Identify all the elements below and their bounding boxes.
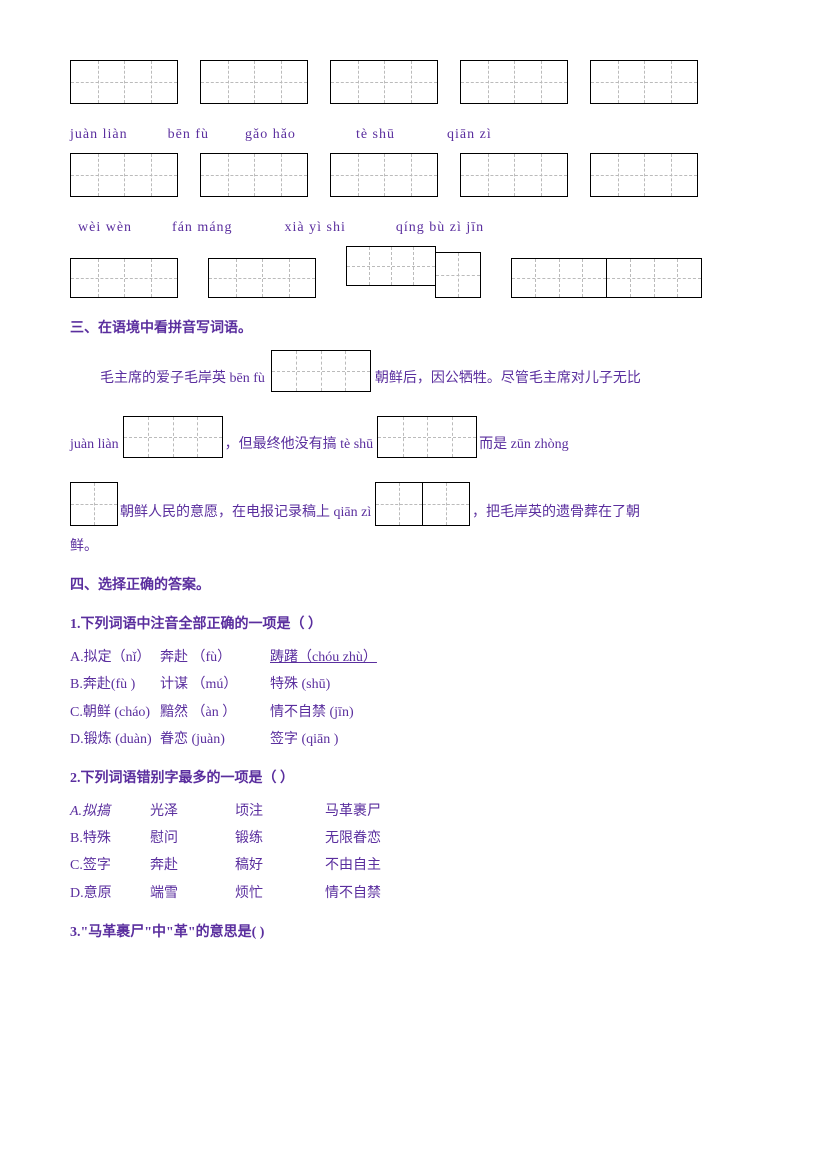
opt-cell: B.特殊 <box>70 826 150 851</box>
opt-cell: 黯然 （àn ） <box>160 700 270 725</box>
box-pair <box>375 482 470 526</box>
text-fragment: juàn liàn <box>70 432 119 457</box>
opt-cell <box>380 700 757 725</box>
text-fragment: 鲜。 <box>70 534 757 559</box>
text-fragment: 朝鲜人民的意愿，在电报记录稿上 qiān zì <box>120 500 371 525</box>
tianzi-box-single <box>375 482 423 526</box>
tianzi-box <box>511 258 607 298</box>
pinyin-label: tè shū <box>356 122 395 147</box>
tianzi-box <box>70 60 178 104</box>
pinyin-label: xià yì shi <box>285 215 346 240</box>
tianzi-box <box>70 153 178 197</box>
q2-opt-d[interactable]: D.意原 端雪 烦忙 情不自禁 <box>70 881 757 906</box>
tianzi-box <box>200 60 308 104</box>
q1-opt-c[interactable]: C.朝鲜 (cháo) 黯然 （àn ） 情不自禁 (jīn) <box>70 700 757 725</box>
tianzi-box-single <box>422 482 470 526</box>
opt-cell <box>380 672 757 697</box>
opt-cell: C.签字 <box>70 853 150 878</box>
tianzi-inline-single <box>70 482 118 526</box>
q1-opt-b[interactable]: B.奔赴(fù ) 计谋 （mú） 特殊 (shū) <box>70 672 757 697</box>
tianzi-box <box>346 246 436 286</box>
opt-cell: 无限眷恋 <box>325 826 757 851</box>
q2-stem: 2.下列词语错别字最多的一项是（ ） <box>70 766 757 791</box>
pinyin-row-2: wèi wèn fán máng xià yì shi qíng bù zì j… <box>70 215 757 240</box>
opt-cell: 马革裹尸 <box>325 799 757 824</box>
opt-cell: A.拟定（nǐ） <box>70 645 160 670</box>
q2-opt-b[interactable]: B.特殊 慰问 锻练 无限眷恋 <box>70 826 757 851</box>
opt-cell: B.奔赴(fù ) <box>70 672 160 697</box>
text-fragment: 朝鲜后，因公牺牲。尽管毛主席对儿子无比 <box>375 366 641 391</box>
tianzi-inline <box>123 416 223 458</box>
tianzi-box <box>590 153 698 197</box>
box-pair <box>511 258 702 298</box>
box-pair <box>346 246 481 298</box>
text-fragment: ，但最终他没有搞 tè shū <box>225 432 374 457</box>
box-row-1 <box>70 60 757 104</box>
tianzi-box <box>460 60 568 104</box>
opt-cell <box>380 727 757 752</box>
opt-cell: 光泽 <box>150 799 235 824</box>
q1-opt-a[interactable]: A.拟定（nǐ） 奔赴 （fù） 踌躇（chóu zhù） <box>70 645 757 670</box>
opt-cell: 慰问 <box>150 826 235 851</box>
tianzi-box-single <box>435 252 481 298</box>
text-fragment: 而是 zūn zhòng <box>479 432 568 457</box>
q1-stem: 1.下列词语中注音全部正确的一项是（ ） <box>70 612 757 637</box>
opt-cell <box>380 645 757 670</box>
pinyin-label: bēn fù <box>168 122 209 147</box>
tianzi-inline <box>271 350 371 392</box>
q1-opt-d[interactable]: D.锻炼 (duàn) 眷恋 (juàn) 签字 (qiān ) <box>70 727 757 752</box>
opt-cell: 顷注 <box>235 799 325 824</box>
pinyin-label: gǎo hǎo <box>245 122 296 147</box>
tianzi-box <box>330 60 438 104</box>
section3-sentence-3: 朝鲜人民的意愿，在电报记录稿上 qiān zì ，把毛岸英的遗骨葬在了朝 <box>70 482 757 526</box>
opt-cell: 情不自禁 <box>325 881 757 906</box>
opt-cell: C.朝鲜 (cháo) <box>70 700 160 725</box>
tianzi-box <box>590 60 698 104</box>
opt-cell: D.意原 <box>70 881 150 906</box>
pinyin-label: juàn liàn <box>70 122 128 147</box>
q2-opt-c[interactable]: C.签字 奔赴 稿好 不由自主 <box>70 853 757 878</box>
opt-cell: 特殊 (shū) <box>270 672 380 697</box>
tianzi-box <box>200 153 308 197</box>
section-3-heading: 三、在语境中看拼音写词语。 <box>70 316 757 341</box>
text-fragment: ，把毛岸英的遗骨葬在了朝 <box>472 500 640 525</box>
opt-cell: 签字 (qiān ) <box>270 727 380 752</box>
q3-stem: 3."马革裹尸"中"革"的意思是( ) <box>70 920 757 945</box>
q2-opt-a[interactable]: A.拟搞 光泽 顷注 马革裹尸 <box>70 799 757 824</box>
tianzi-box <box>330 153 438 197</box>
opt-cell: 不由自主 <box>325 853 757 878</box>
opt-cell: 计谋 （mú） <box>160 672 270 697</box>
opt-cell: 情不自禁 (jīn) <box>270 700 380 725</box>
tianzi-box <box>208 258 316 298</box>
pinyin-label: wèi wèn <box>78 215 132 240</box>
tianzi-inline <box>377 416 477 458</box>
tianzi-box <box>70 258 178 298</box>
opt-cell: 锻练 <box>235 826 325 851</box>
opt-cell: 踌躇（chóu zhù） <box>270 645 380 670</box>
box-row-3 <box>70 246 757 298</box>
section3-sentence-1: 毛主席的爱子毛岸英 bēn fù 朝鲜后，因公牺牲。尽管毛主席对儿子无比 <box>100 350 757 392</box>
opt-cell: A.拟搞 <box>70 799 150 824</box>
pinyin-row-1: juàn liàn bēn fù gǎo hǎo tè shū qiān zì <box>70 122 757 147</box>
opt-cell: 奔赴 <box>150 853 235 878</box>
opt-cell: 眷恋 (juàn) <box>160 727 270 752</box>
pinyin-label: qiān zì <box>447 122 492 147</box>
opt-cell: 烦忙 <box>235 881 325 906</box>
text-fragment: 毛主席的爱子毛岸英 bēn fù <box>100 366 265 391</box>
tianzi-box <box>606 258 702 298</box>
section-4-heading: 四、选择正确的答案。 <box>70 573 757 598</box>
opt-cell: D.锻炼 (duàn) <box>70 727 160 752</box>
pinyin-label: fán máng <box>172 215 232 240</box>
section3-sentence-2: juàn liàn ，但最终他没有搞 tè shū 而是 zūn zhòng <box>70 416 757 458</box>
pinyin-label: qíng bù zì jīn <box>396 215 484 240</box>
opt-cell: 稿好 <box>235 853 325 878</box>
opt-cell: 端雪 <box>150 881 235 906</box>
tianzi-box <box>460 153 568 197</box>
opt-cell: 奔赴 （fù） <box>160 645 270 670</box>
box-row-2 <box>70 153 757 197</box>
